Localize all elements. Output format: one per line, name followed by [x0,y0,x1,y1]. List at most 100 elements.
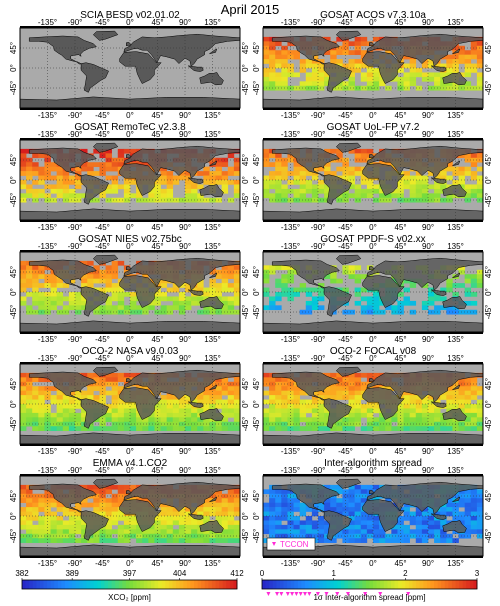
data-cell [409,188,417,194]
data-cell [172,296,180,302]
frame-band [263,138,483,140]
data-cell [446,283,453,288]
data-cell [446,507,453,512]
data-cell [20,193,27,199]
data-cell [373,72,380,78]
data-cell [68,278,76,284]
data-cell [397,408,404,414]
data-cell [26,520,33,526]
data-cell [81,426,88,431]
data-cell [421,283,429,288]
data-cell [281,408,288,414]
data-cell [263,502,270,508]
data-cell [354,193,362,199]
data-cell [160,296,167,302]
data-cell [263,68,270,73]
data-cell [26,265,33,271]
data-cell [324,76,331,82]
colorbar-segment [65,580,69,589]
data-cell [56,399,64,405]
data-cell [476,502,483,508]
data-cell [227,516,235,521]
data-cell [409,421,417,427]
data-cell [342,269,349,275]
data-cell [452,81,459,87]
data-cell [227,296,235,302]
data-cell [354,417,362,423]
data-cell [221,426,229,431]
data-cell [56,296,64,302]
data-cell [44,175,51,181]
lon-tick-label: 0° [126,559,134,568]
data-cell [452,399,459,405]
data-cell [275,180,282,185]
data-cell [403,54,410,60]
data-cell [336,153,343,159]
data-cell [464,68,472,73]
data-cell [185,193,192,199]
data-cell [318,399,325,405]
data-cell [87,484,94,490]
colorbar-segment [183,580,188,589]
data-cell [464,395,472,400]
data-cell [148,412,155,418]
data-cell [123,529,131,535]
data-cell [440,175,447,181]
data-cell [44,184,51,190]
lon-tick-label: 0° [126,354,134,363]
data-cell [305,305,313,311]
lon-tick-label: 0° [369,447,377,456]
data-cell [299,166,307,172]
data-cell [227,153,235,159]
data-cell [142,529,149,535]
data-cell [281,50,288,55]
colorbar-segment [373,580,378,589]
data-cell [354,287,362,293]
data-cell [403,507,410,512]
lon-tick-label: 135° [204,223,221,232]
data-cell [275,524,282,530]
data-cell [293,292,300,297]
data-cell [99,538,106,543]
data-cell [185,404,192,409]
data-cell [233,278,240,284]
data-cell [215,162,222,167]
land-shape [123,145,240,179]
lat-tick-label: 0° [241,64,250,72]
data-cell [185,426,192,431]
colorbar-segment [32,580,37,589]
data-cell [281,511,288,517]
data-cell [318,180,325,185]
data-cell [75,296,82,302]
land-shape [199,520,224,534]
data-cell [476,188,483,194]
data-cell [263,175,270,181]
data-cell [434,305,441,311]
data-cell [311,68,319,73]
land-shape [209,48,218,55]
data-cell [354,381,362,387]
data-cell [160,412,167,418]
data-cell [415,507,423,512]
panel-title: EMMA v4.1.CO2 [93,458,168,469]
data-cell [130,292,137,297]
data-cell [354,412,362,418]
data-cell [311,404,319,409]
data-cell [75,516,82,521]
colorbar-tick-label: 3 [475,569,480,578]
data-cell [166,524,174,530]
land-shape [199,72,224,86]
data-cell [348,148,355,154]
data-cell [185,516,192,521]
data-cell [221,417,229,423]
data-cell [293,166,300,172]
lon-tick-label: -90° [311,223,326,232]
data-cell [379,533,386,539]
data-cell [440,520,447,526]
data-cell [342,63,349,69]
data-cell [360,516,368,521]
lon-tick-label: 135° [204,18,221,27]
data-cell [227,386,235,391]
frame-band [20,26,240,28]
data-cell [342,81,349,87]
